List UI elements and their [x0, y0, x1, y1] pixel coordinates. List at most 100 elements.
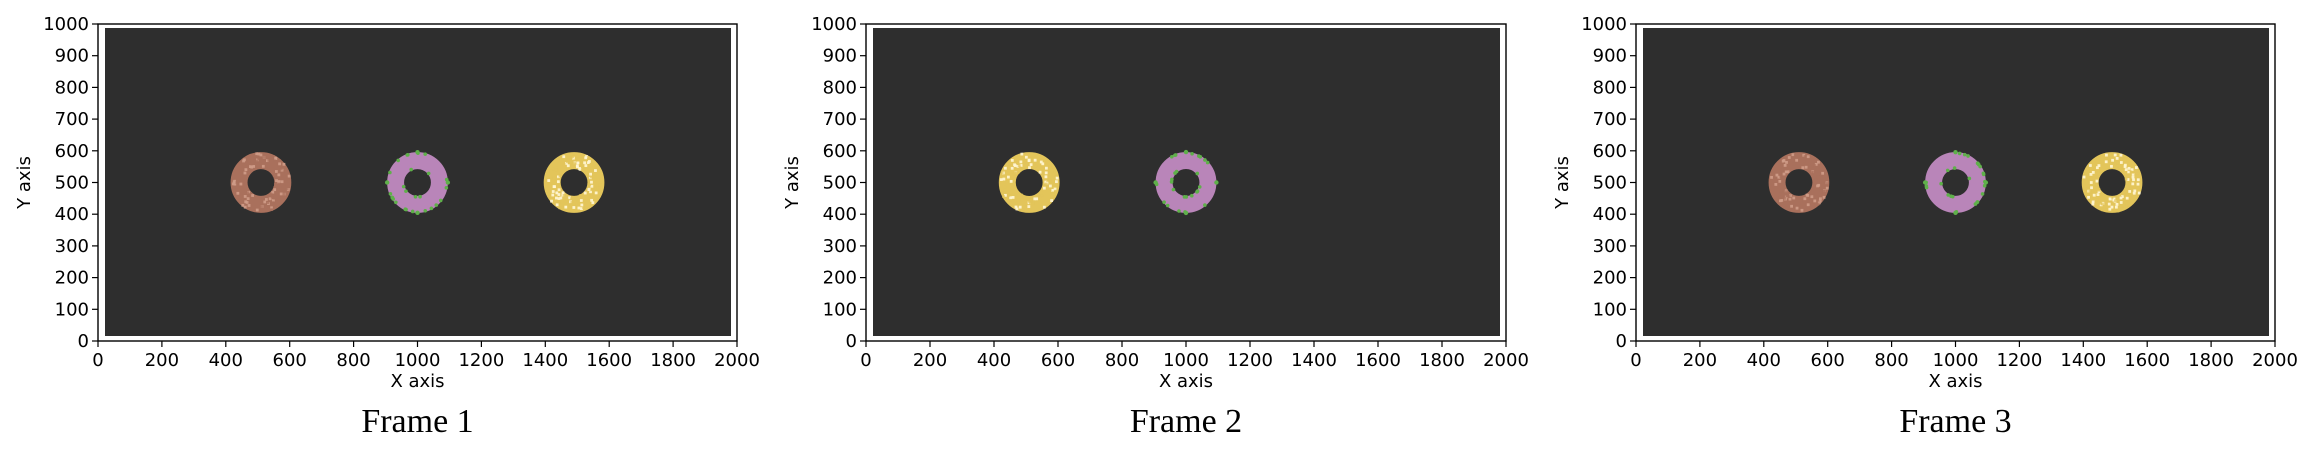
ring-speckle	[1781, 181, 1784, 184]
ring-speckle	[1801, 166, 1804, 169]
ring-speckle	[270, 193, 273, 196]
y-tick-label: 1000	[1581, 14, 1627, 35]
ring-speckle	[2137, 178, 2140, 181]
ring-speckle	[1007, 194, 1010, 197]
ring-speckle	[1035, 165, 1038, 168]
x-tick-label: 400	[977, 350, 1011, 371]
ring-speckle	[288, 175, 291, 178]
ring-marker	[1946, 193, 1950, 197]
ring-speckle	[244, 206, 247, 209]
ring-speckle	[1820, 177, 1823, 180]
ring-speckle	[1788, 156, 1791, 159]
ring-speckle	[2124, 193, 2127, 196]
x-tick-label: 1400	[1291, 350, 1337, 371]
ring-speckle	[1025, 156, 1028, 159]
ring-speckle	[248, 160, 251, 163]
ring-speckle	[2092, 179, 2095, 182]
ring-speckle	[2109, 200, 2112, 203]
ring-speckle	[267, 168, 270, 171]
ring-speckle	[244, 168, 247, 171]
ring-speckle	[231, 177, 234, 180]
ring-marker	[1203, 158, 1207, 162]
ring-speckle	[1030, 163, 1033, 166]
ring-speckle	[1788, 161, 1791, 164]
ring-speckle	[273, 188, 276, 191]
ring-speckle	[1822, 187, 1825, 190]
ring-speckle	[1013, 163, 1016, 166]
ring-marker	[427, 172, 431, 176]
ring-speckle	[2130, 170, 2133, 173]
ring-speckle	[551, 194, 554, 197]
ring-speckle	[1045, 171, 1048, 174]
ring-speckle	[1795, 159, 1798, 162]
ring-speckle	[2125, 178, 2128, 181]
chart-panel-1: 0 200 400 600 800 1000 1200 1400 1600 1800 2000010…	[14, 14, 760, 440]
ring-speckle	[558, 206, 561, 209]
ring-speckle	[274, 157, 277, 160]
x-tick-label: 1600	[586, 350, 632, 371]
x-tick-label: 0	[1630, 350, 1641, 371]
ring-marker	[1198, 185, 1202, 189]
x-tick-label: 400	[1747, 350, 1781, 371]
ring-speckle	[2108, 208, 2111, 211]
ring-speckle	[1035, 197, 1038, 200]
ring-speckle	[1013, 182, 1016, 185]
ring-marker	[439, 199, 443, 203]
x-tick-label: 800	[1874, 350, 1908, 371]
ring-speckle	[1792, 197, 1795, 200]
ring-speckle	[548, 194, 551, 197]
ring-speckle	[1002, 178, 1005, 181]
ring-marker	[394, 201, 398, 205]
ring-marker	[1976, 161, 1980, 165]
ring-speckle	[252, 165, 255, 168]
ring-speckle	[1826, 187, 1829, 190]
ring-speckle	[1045, 175, 1048, 178]
ring-speckle	[272, 201, 275, 204]
ring-marker	[1978, 165, 1982, 169]
ring-speckle	[244, 200, 247, 203]
ring-speckle	[552, 190, 555, 193]
ring-speckle	[2120, 197, 2123, 200]
ring-speckle	[1792, 153, 1795, 156]
ring-speckle	[275, 170, 278, 173]
ring-speckle	[1007, 176, 1010, 179]
ring-speckle	[580, 204, 583, 207]
ring-speckle	[1011, 167, 1014, 170]
ring-speckle	[1015, 172, 1018, 175]
ring-marker	[1214, 180, 1218, 184]
ring-speckle	[280, 193, 283, 196]
ring-speckle	[590, 193, 593, 196]
ring-marker	[1153, 180, 1157, 184]
x-tick-label: 1200	[1996, 350, 2042, 371]
ring-speckle	[275, 203, 278, 206]
ring-speckle	[268, 206, 271, 209]
ring-speckle	[2126, 197, 2129, 200]
ring-speckle	[2138, 192, 2141, 195]
ring-speckle	[241, 166, 244, 169]
y-tick-label: 800	[1593, 77, 1627, 98]
image-background	[873, 28, 1500, 336]
x-tick-label: 200	[1683, 350, 1717, 371]
ring-speckle	[2114, 154, 2117, 157]
ring-speckle	[587, 188, 590, 191]
ring-speckle	[268, 159, 271, 162]
ring-speckle	[1779, 190, 1782, 193]
ring-speckle	[1801, 209, 1804, 212]
ring-marker	[1951, 195, 1955, 199]
x-tick-label: 2000	[714, 350, 760, 371]
ring-speckle	[282, 188, 285, 191]
ring-speckle	[256, 209, 259, 212]
ring-speckle	[1008, 163, 1011, 166]
ring-speckle	[1024, 159, 1027, 162]
ring-speckle	[250, 155, 253, 158]
ring-speckle	[582, 206, 585, 209]
ring-speckle	[283, 195, 286, 198]
ring-speckle	[1810, 198, 1813, 201]
ring-speckle	[233, 181, 236, 184]
ring-marker	[1206, 161, 1210, 165]
ring-speckle	[1807, 203, 1810, 206]
y-tick-label: 600	[1593, 141, 1627, 162]
ring-speckle	[556, 203, 559, 206]
ring-speckle	[2120, 154, 2123, 157]
y-tick-label: 1000	[811, 14, 857, 35]
